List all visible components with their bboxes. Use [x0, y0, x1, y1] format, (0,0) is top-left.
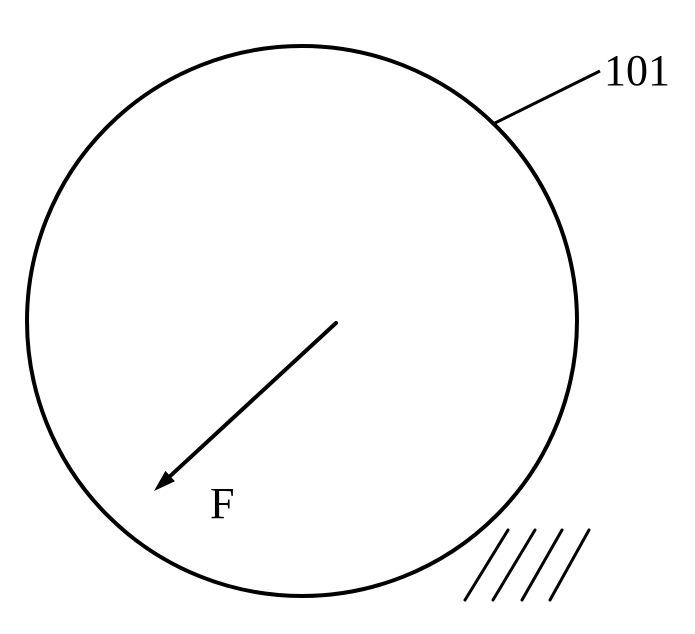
hatch-line-0: [465, 530, 508, 600]
diagram-stage: F 101: [0, 0, 695, 634]
diagram-svg: [0, 0, 695, 634]
force-arrow-shaft: [170, 323, 336, 476]
ref-label-101: 101: [604, 45, 670, 96]
force-label-F: F: [210, 478, 234, 529]
main-circle: [27, 46, 577, 596]
leader-101: [493, 71, 600, 124]
